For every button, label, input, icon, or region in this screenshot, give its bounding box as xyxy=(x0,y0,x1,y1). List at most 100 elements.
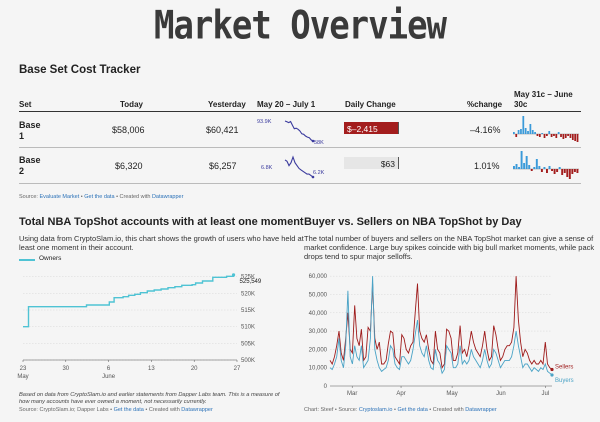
mini-bar-2-13 xyxy=(543,167,546,169)
buyers-desc-1: The total number of buyers and sellers o… xyxy=(304,234,594,243)
mini-bar-1-15 xyxy=(546,134,548,136)
row2-sparkline-path xyxy=(284,155,314,178)
acct-ytick-2: 520K xyxy=(241,291,255,297)
mini-bar-1-23 xyxy=(564,134,567,138)
buyers-title: Buyer vs. Sellers on NBA TopShot by Day xyxy=(304,216,522,228)
buyers-datawrapper-link[interactable]: Datawrapper xyxy=(465,407,497,413)
acct-xtick-6: 27 xyxy=(234,366,241,372)
acct-xtick-1: 23 xyxy=(20,366,27,372)
row1-daily-change-bar xyxy=(344,122,398,134)
row2-daily-change-bar xyxy=(344,157,398,169)
tracker-sep-2: • xyxy=(116,194,118,200)
mini-bar-2-10 xyxy=(535,159,538,169)
tracker-datawrapper-link[interactable]: Datawrapper xyxy=(151,194,184,200)
mini-bar-1-13 xyxy=(541,133,544,134)
mini-bar-1-19 xyxy=(555,134,558,138)
accounts-legend-swatch xyxy=(19,259,35,261)
col-header-daily-change: Daily Change xyxy=(345,100,396,109)
mini-bar-1-28 xyxy=(576,134,579,142)
mini-bar-2-11 xyxy=(538,166,541,169)
mini-bar-2-18 xyxy=(556,169,559,172)
mini-bar-2-2 xyxy=(515,164,518,169)
mini-bar-2-15 xyxy=(548,166,551,169)
row2-spark-end-label: 6.2K xyxy=(313,170,325,176)
buyers-get-data-link[interactable]: Get the data xyxy=(397,407,428,413)
accounts-title: Total NBA TopShot accounts with at least… xyxy=(19,216,304,228)
buyers-sep-2: • xyxy=(394,407,396,413)
buyers-source-link[interactable]: Cryptoslam.io xyxy=(358,407,393,413)
row1-sparkline: 93.9K 58K xyxy=(257,119,324,146)
col-header-pct-change: %change xyxy=(467,100,503,109)
bs-ytick-4: 30,000 xyxy=(309,329,328,335)
bs-line-sellers xyxy=(329,276,553,370)
acct-ytick-6: 500K xyxy=(241,358,255,364)
mini-bar-1-2 xyxy=(515,134,518,137)
mini-bar-2-25 xyxy=(573,169,576,172)
bs-xtick-1: Mar xyxy=(347,391,357,397)
row-divider-2 xyxy=(19,183,581,184)
mini-bar-1-10 xyxy=(534,132,536,134)
col-header-set: Set xyxy=(19,100,32,109)
col-header-spark-range-2: 30c xyxy=(514,100,528,109)
row2-pct-change: 1.01% xyxy=(474,161,500,171)
mini-bar-2-6 xyxy=(525,156,528,169)
row2-set-line1: Base xyxy=(19,155,41,165)
page-title: Market Overview xyxy=(153,3,447,49)
accounts-source-prefix: Source: xyxy=(19,407,38,413)
tracker-get-data-link[interactable]: Get the data xyxy=(84,194,115,200)
row1-daily-change-label: $–2,415 xyxy=(347,123,378,134)
accounts-note-1: Based on data from CryptoSlam.io and ear… xyxy=(19,392,280,398)
tracker-created-with: Created with xyxy=(119,194,151,200)
bs-label-sellers: Sellers xyxy=(555,365,573,371)
mini-bar-2-23 xyxy=(568,169,571,179)
mini-bar-1-18 xyxy=(553,134,555,136)
accounts-source: Source: CryptoSlam.io; Dapper Labs • Get… xyxy=(19,407,213,413)
acct-ytick-1: 525K xyxy=(241,275,255,281)
buyers-source-prefix: Source: xyxy=(338,407,358,413)
mini-bar-1-14 xyxy=(543,134,546,138)
mini-bar-2-7 xyxy=(528,165,531,169)
accounts-datawrapper-link[interactable]: Datawrapper xyxy=(181,407,213,413)
buyers-created-with: Created with xyxy=(432,407,464,413)
bs-xtick-2: Apr xyxy=(396,391,405,397)
mini-bar-2-21 xyxy=(563,169,566,173)
col-header-range: May 20 – July 1 xyxy=(257,100,316,109)
tracker-source-link[interactable]: Evaluate Market xyxy=(39,194,80,200)
accounts-note-2: how many accounts have ever owned a mome… xyxy=(19,399,207,405)
accounts-desc-1: Using data from CryptoSlam.io, this char… xyxy=(19,234,304,243)
tracker-source-prefix: Source: xyxy=(19,194,38,200)
accounts-source-name: CryptoSlam.io; Dapper Labs xyxy=(39,407,109,413)
row2-set-line2: 2 xyxy=(19,166,25,176)
acct-xtick-3: 6 xyxy=(107,366,111,372)
mini-bar-2-1 xyxy=(513,166,515,169)
bs-xtick-5: Jul xyxy=(542,391,550,397)
row1-daily-change-track: $–2,415 xyxy=(344,122,399,134)
accounts-desc-2: least one moment in their account. xyxy=(19,243,134,252)
acct-ytick-5: 505K xyxy=(241,341,255,347)
tracker-source: Source: Evaluate Market • Get the data •… xyxy=(19,194,183,200)
buyers-chart-author: Steef xyxy=(320,407,334,413)
buyers-desc-3: drops tend to spur major selloffs. xyxy=(304,252,413,261)
mini-bar-1-6 xyxy=(524,128,527,134)
bs-ytick-6: 10,000 xyxy=(309,366,328,372)
acct-owners-end-dot xyxy=(231,273,236,277)
mini-bar-2-8 xyxy=(530,169,533,171)
accounts-get-data-link[interactable]: Get the data xyxy=(113,407,144,413)
bs-ytick-7: 0 xyxy=(324,384,328,390)
accounts-created-with: Created with xyxy=(148,407,180,413)
row1-spark-max-label: 93.9K xyxy=(257,119,272,125)
bs-ytick-3: 40,000 xyxy=(309,311,328,317)
buyers-sep-1: • xyxy=(334,407,337,413)
bs-xtick-3: May xyxy=(446,391,457,397)
acct-xtick-month-2: June xyxy=(102,374,116,380)
bs-ytick-2: 50,000 xyxy=(309,292,328,298)
col-header-spark-range-1: May 31c – June xyxy=(514,90,573,99)
acct-xtick-2: 30 xyxy=(62,366,69,372)
mini-bar-1-16 xyxy=(548,131,551,134)
col-header-today: Today xyxy=(120,100,143,109)
accounts-sep-1: • xyxy=(110,407,113,413)
row2-sparkline: 6.8K 6.2K xyxy=(261,155,325,179)
row2-yesterday: $6,257 xyxy=(209,161,237,171)
header-divider xyxy=(19,111,581,112)
bs-ytick-5: 20,000 xyxy=(309,347,328,353)
